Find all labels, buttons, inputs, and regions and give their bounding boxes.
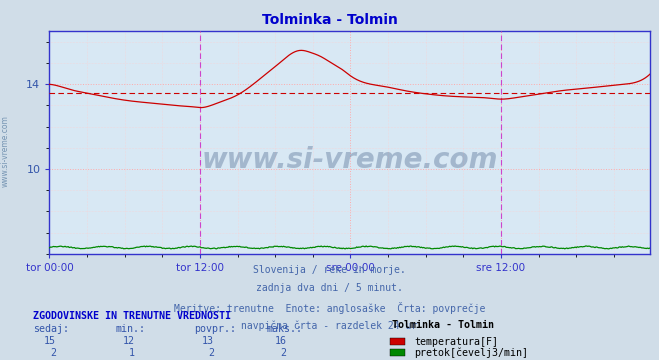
Text: maks.:: maks.:	[267, 324, 303, 334]
Text: 2: 2	[281, 348, 287, 358]
Text: 12: 12	[123, 336, 135, 346]
Text: sedaj:: sedaj:	[33, 324, 69, 334]
Text: temperatura[F]: temperatura[F]	[414, 337, 498, 347]
Text: 15: 15	[44, 336, 56, 346]
Text: Tolminka - Tolmin: Tolminka - Tolmin	[262, 13, 397, 27]
Text: 2: 2	[50, 348, 56, 358]
Text: navpična črta - razdelek 24 ur: navpična črta - razdelek 24 ur	[241, 321, 418, 331]
Text: 13: 13	[202, 336, 214, 346]
Text: Slovenija / reke in morje.: Slovenija / reke in morje.	[253, 265, 406, 275]
Text: www.si-vreme.com: www.si-vreme.com	[1, 115, 10, 187]
Text: Tolminka - Tolmin: Tolminka - Tolmin	[392, 320, 494, 330]
Text: ZGODOVINSKE IN TRENUTNE VREDNOSTI: ZGODOVINSKE IN TRENUTNE VREDNOSTI	[33, 311, 231, 321]
Text: www.si-vreme.com: www.si-vreme.com	[202, 147, 498, 174]
Text: min.:: min.:	[115, 324, 146, 334]
Text: zadnja dva dni / 5 minut.: zadnja dva dni / 5 minut.	[256, 283, 403, 293]
Text: povpr.:: povpr.:	[194, 324, 237, 334]
Text: pretok[čevelj3/min]: pretok[čevelj3/min]	[414, 348, 528, 359]
Text: Meritve: trenutne  Enote: anglosaške  Črta: povprečje: Meritve: trenutne Enote: anglosaške Črta…	[174, 302, 485, 314]
Text: 2: 2	[208, 348, 214, 358]
Text: 1: 1	[129, 348, 135, 358]
Text: 16: 16	[275, 336, 287, 346]
